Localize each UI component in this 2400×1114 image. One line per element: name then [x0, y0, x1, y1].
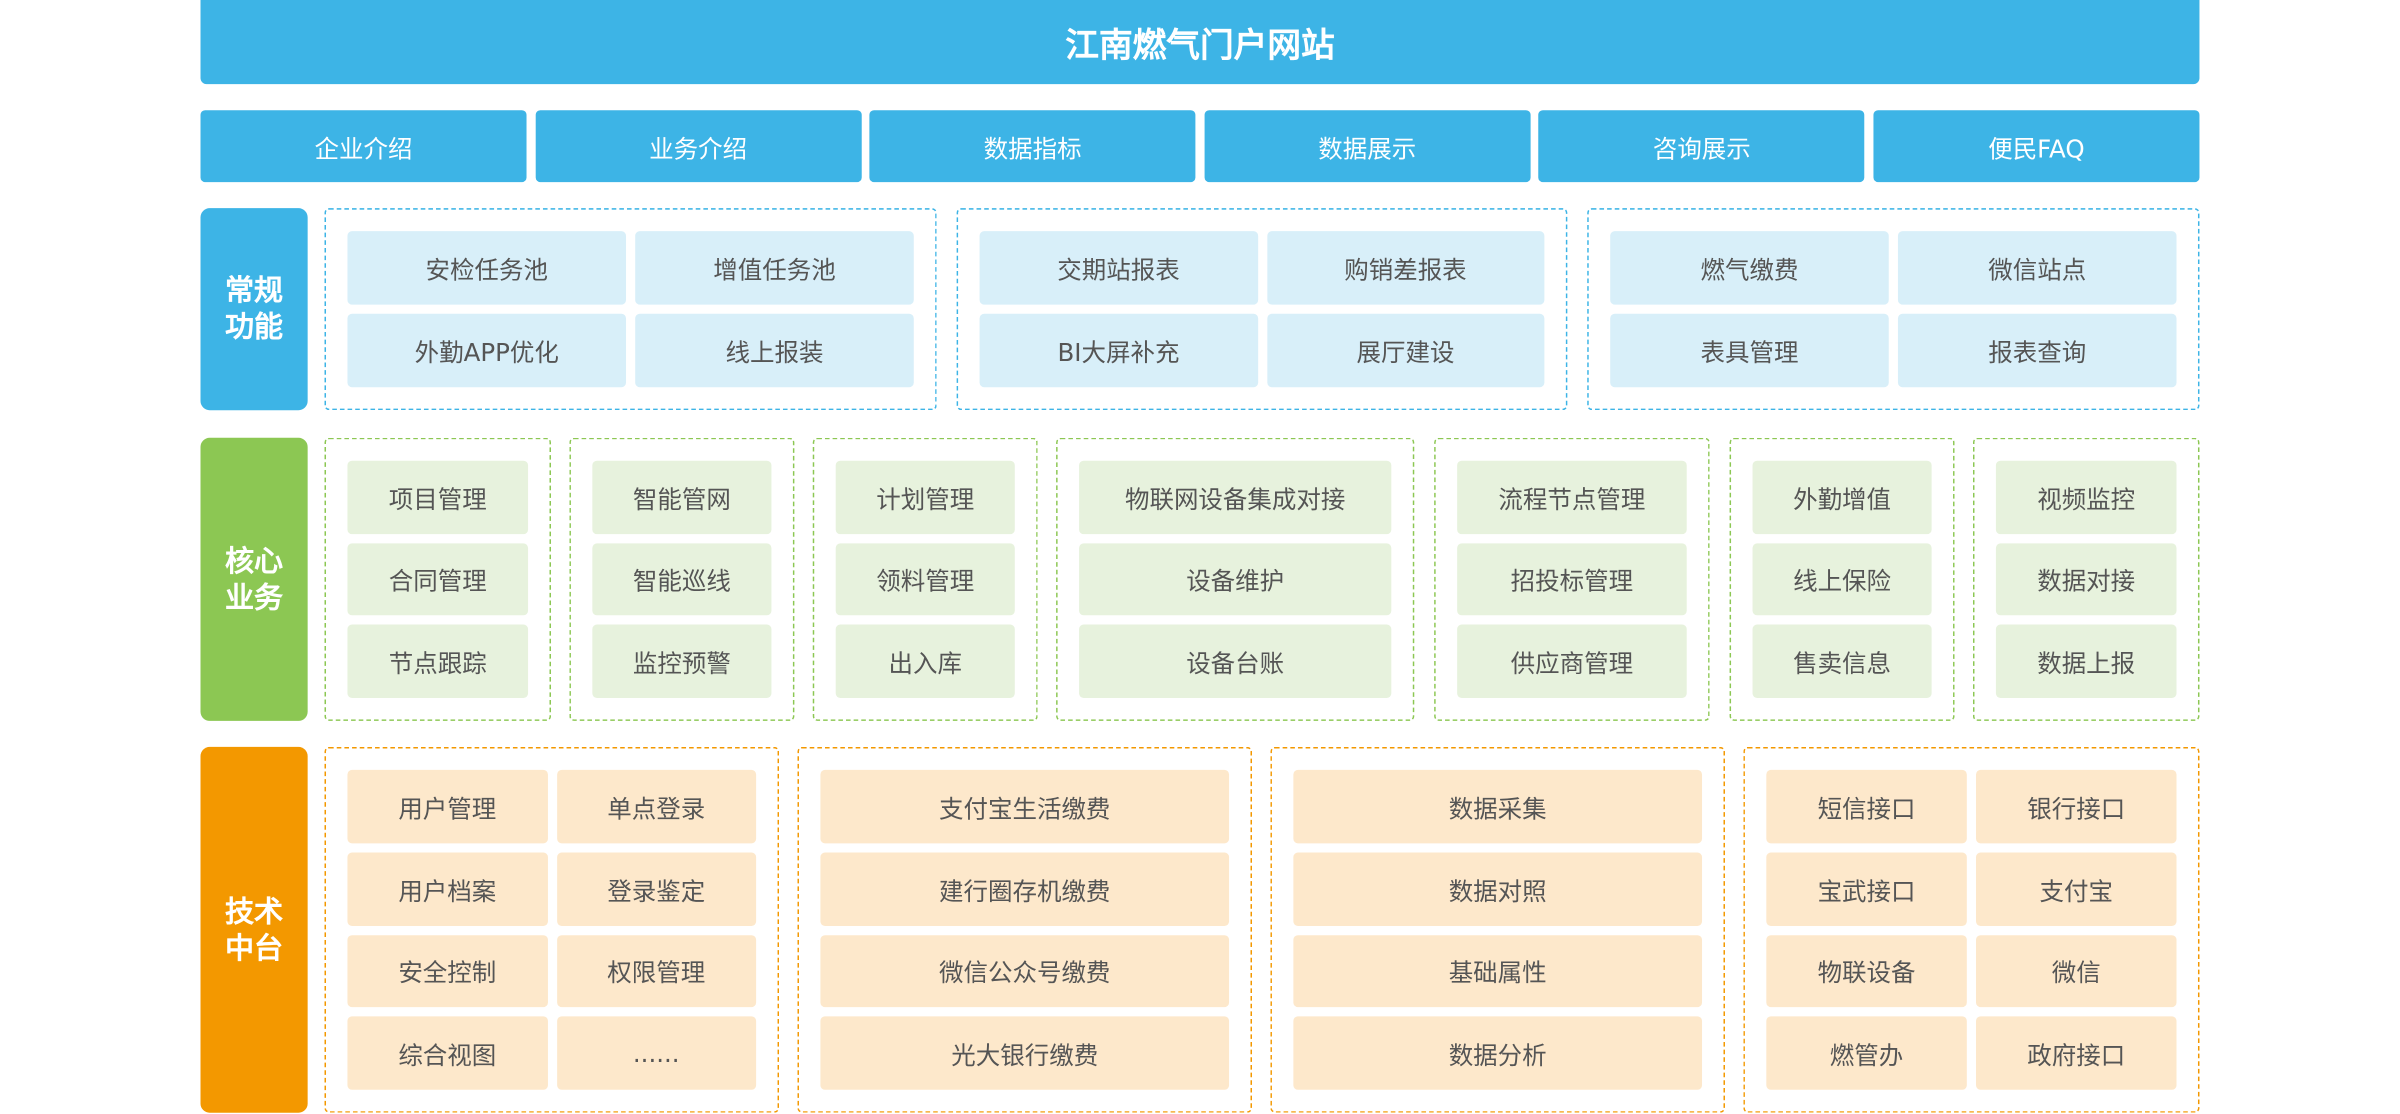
module-item[interactable]: 支付宝 — [1976, 852, 2177, 926]
page-title: 江南燃气门户网站 — [200, 0, 2200, 85]
module-item[interactable]: 微信公众号缴费 — [820, 934, 1230, 1008]
module-item[interactable]: 招投标管理 — [1457, 542, 1687, 616]
module-item[interactable]: 燃管办 — [1766, 1016, 1967, 1090]
module-item[interactable]: BI大屏补充 — [979, 313, 1258, 388]
module-item[interactable]: 数据采集 — [1293, 769, 1703, 843]
module-item[interactable]: 基础属性 — [1293, 934, 1703, 1008]
module-item[interactable]: 视频监控 — [1995, 460, 2177, 534]
module-group: 流程节点管理 招投标管理供应商管理 — [1434, 437, 1710, 721]
module-item[interactable]: 线上报装 — [635, 313, 914, 388]
module-item[interactable]: 物联设备 — [1766, 934, 1967, 1008]
module-group: 智能管网智能巡线监控预警 — [569, 437, 795, 721]
module-item[interactable]: 项目管理 — [347, 460, 529, 534]
layer-label: 核心业务 — [200, 437, 308, 721]
module-item[interactable]: 用户管理 — [347, 769, 548, 843]
nav-item-business[interactable]: 业务介绍 — [535, 110, 862, 183]
module-item[interactable]: 售卖信息 — [1752, 624, 1932, 698]
module-item[interactable]: 购销差报表 — [1266, 231, 1545, 305]
module-group: 视频监控数据对接数据上报 — [1972, 437, 2200, 721]
module-item[interactable]: 光大银行缴费 — [820, 1016, 1230, 1090]
module-group: 物联网设备集成对接 设备维护设备台账 — [1056, 437, 1415, 721]
module-group: 支付宝生活缴费 建行圈存机缴费 微信公众号缴费 光大银行缴费 — [797, 746, 1253, 1113]
module-item[interactable]: 燃气缴费 — [1610, 231, 1889, 305]
module-item[interactable]: 报表查询 — [1897, 313, 2177, 388]
module-item[interactable]: 智能巡线 — [592, 542, 772, 616]
module-item[interactable]: 领料管理 — [835, 542, 1015, 616]
module-group: 短信接口 银行接口 宝武接口 支付宝 物联设备 微信 燃管办 政府接口 — [1743, 746, 2200, 1113]
module-item[interactable]: 安全控制 — [347, 934, 548, 1008]
nav-item-company[interactable]: 企业介绍 — [200, 110, 527, 183]
module-item[interactable]: 节点跟踪 — [347, 624, 529, 698]
module-group: 项目管理合同管理节点跟踪 — [324, 437, 552, 721]
module-item[interactable]: 支付宝生活缴费 — [820, 769, 1230, 843]
module-group: 数据采集数据对照基础属性数据分析 — [1270, 746, 1725, 1113]
module-item[interactable]: 数据对接 — [1995, 542, 2177, 616]
module-item[interactable]: 微信 — [1976, 934, 2177, 1008]
module-group: 用户管理 单点登录 用户档案 登录鉴定 安全控制 权限管理 综合视图...... — [324, 746, 780, 1113]
module-item[interactable]: 交期站报表 — [979, 231, 1258, 305]
nav-item-data-display[interactable]: 数据展示 — [1204, 110, 1531, 183]
module-item[interactable]: 合同管理 — [347, 542, 529, 616]
module-item[interactable]: 安检任务池 — [347, 231, 627, 305]
module-item[interactable]: 外勤APP优化 — [347, 313, 627, 388]
module-group: 燃气缴费 微信站点 表具管理 报表查询 — [1587, 208, 2200, 411]
module-item[interactable]: 微信站点 — [1897, 231, 2177, 305]
module-item[interactable]: 用户档案 — [347, 852, 548, 926]
module-item[interactable]: 增值任务池 — [635, 231, 914, 305]
main-nav: 企业介绍 业务介绍 数据指标 数据展示 咨询展示 便民FAQ — [200, 110, 2200, 183]
module-item[interactable]: 设备台账 — [1079, 624, 1392, 698]
nav-item-metrics[interactable]: 数据指标 — [869, 110, 1196, 183]
layer-label: 常规功能 — [200, 208, 308, 411]
module-item[interactable]: 宝武接口 — [1766, 852, 1967, 926]
module-item[interactable]: 供应商管理 — [1457, 624, 1687, 698]
layer-label: 技术中台 — [200, 746, 308, 1113]
module-item[interactable]: 权限管理 — [556, 934, 757, 1008]
module-item[interactable]: 外勤增值 — [1752, 460, 1932, 534]
module-item[interactable]: 智能管网 — [592, 460, 772, 534]
module-item[interactable]: 物联网设备集成对接 — [1079, 460, 1392, 534]
module-item[interactable]: 监控预警 — [592, 624, 772, 698]
module-item[interactable]: ...... — [556, 1016, 757, 1090]
module-group: 交期站报表 购销差报表 BI大屏补充 展厅建设 — [956, 208, 1568, 411]
module-item[interactable]: 线上保险 — [1752, 542, 1932, 616]
module-item[interactable]: 政府接口 — [1976, 1016, 2177, 1090]
module-item[interactable]: 单点登录 — [556, 769, 757, 843]
module-item[interactable]: 银行接口 — [1976, 769, 2177, 843]
module-item[interactable]: 计划管理 — [835, 460, 1015, 534]
module-item[interactable]: 数据上报 — [1995, 624, 2177, 698]
module-item[interactable]: 建行圈存机缴费 — [820, 852, 1230, 926]
module-group: 计划管理领料管理出入库 — [812, 437, 1038, 721]
module-group: 外勤增值线上保险售卖信息 — [1729, 437, 1955, 721]
module-item[interactable]: 设备维护 — [1079, 542, 1392, 616]
module-item[interactable]: 短信接口 — [1766, 769, 1967, 843]
module-group: 安检任务池 增值任务池 外勤APP优化 线上报装 — [324, 208, 937, 411]
module-item[interactable]: 数据对照 — [1293, 852, 1703, 926]
nav-item-consult[interactable]: 咨询展示 — [1538, 110, 1865, 183]
module-item[interactable]: 登录鉴定 — [556, 852, 757, 926]
module-item[interactable]: 表具管理 — [1610, 313, 1889, 388]
module-item[interactable]: 数据分析 — [1293, 1016, 1703, 1090]
module-item[interactable]: 流程节点管理 — [1457, 460, 1687, 534]
module-item[interactable]: 综合视图 — [347, 1016, 548, 1090]
module-item[interactable]: 出入库 — [835, 624, 1015, 698]
nav-item-faq[interactable]: 便民FAQ — [1873, 110, 2200, 183]
module-item[interactable]: 展厅建设 — [1266, 313, 1545, 388]
